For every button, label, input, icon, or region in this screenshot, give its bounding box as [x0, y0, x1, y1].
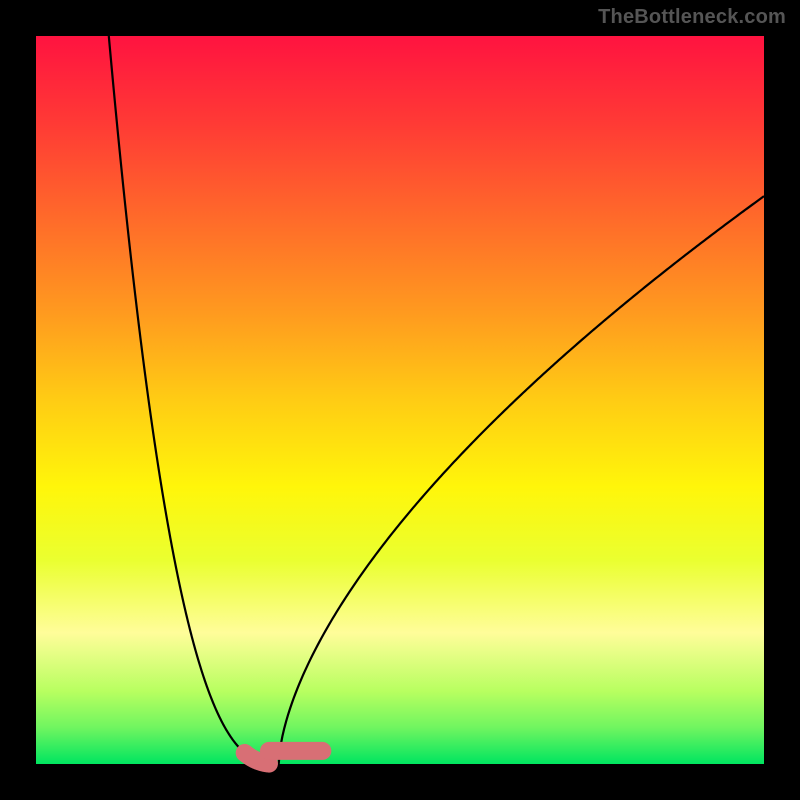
- chart-container: TheBottleneck.com: [0, 0, 800, 800]
- watermark-text: TheBottleneck.com: [598, 6, 786, 29]
- bottleneck-chart: [0, 0, 800, 800]
- plot-background: [36, 36, 764, 764]
